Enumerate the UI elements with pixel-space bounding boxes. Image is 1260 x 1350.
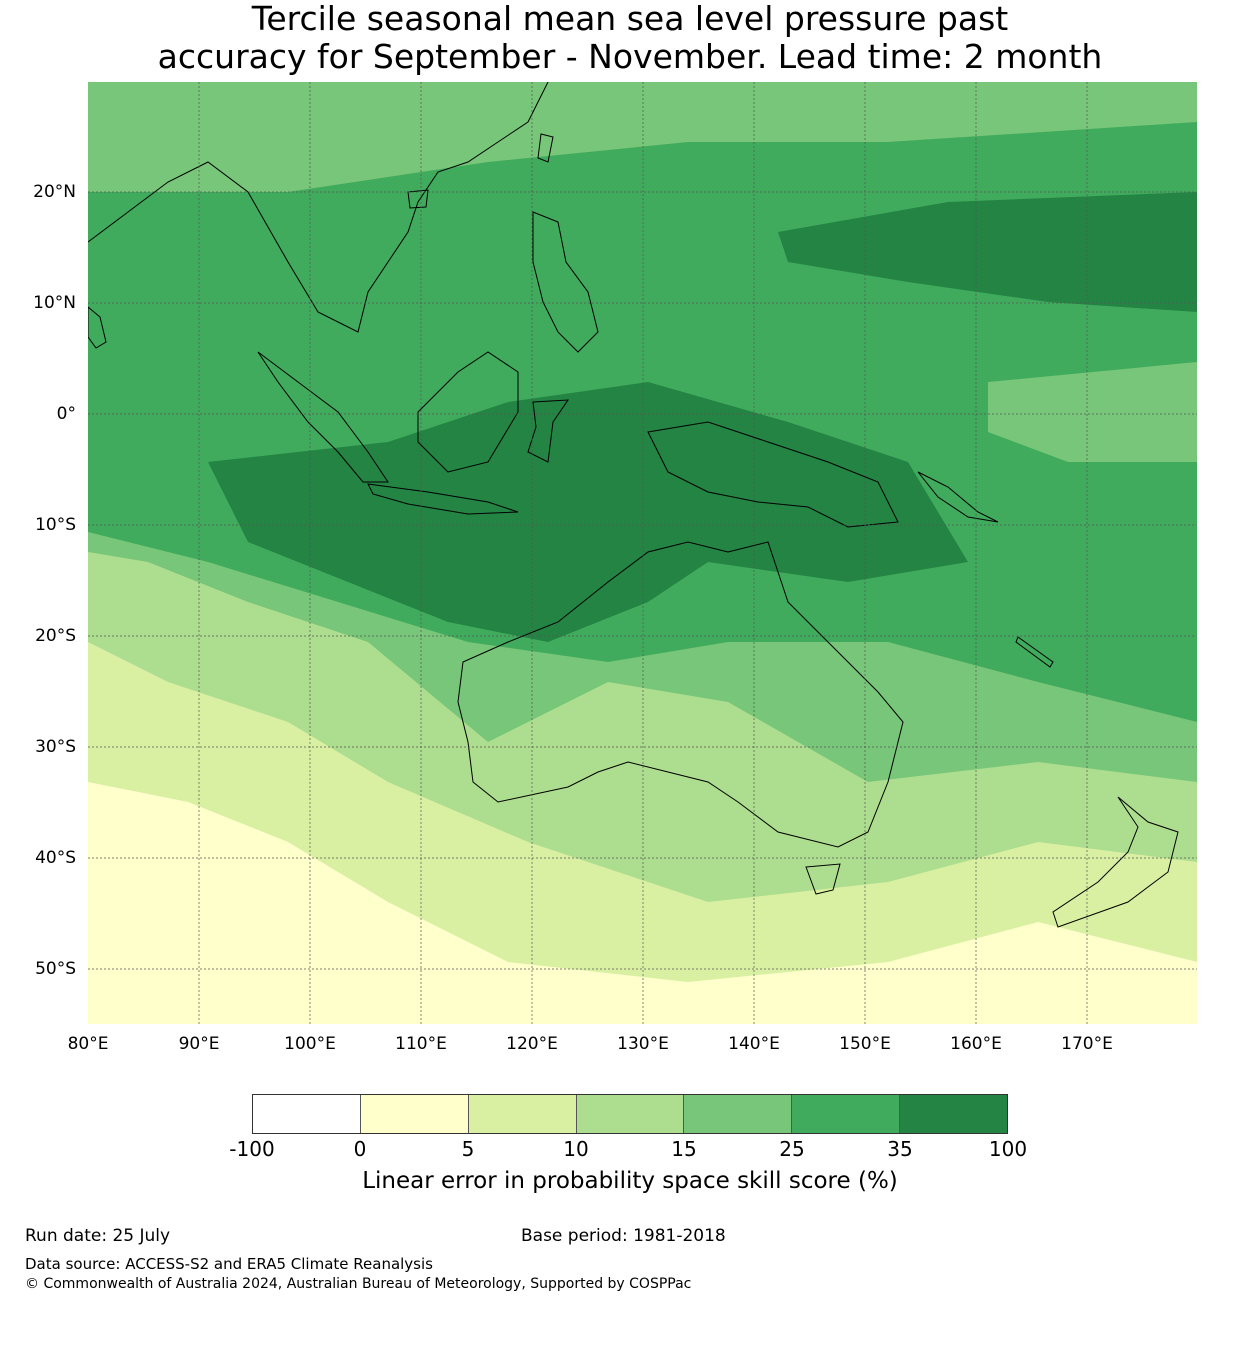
colorbar-tick-7: 100 [988, 1137, 1028, 1161]
new-zealand-coast [1052, 796, 1179, 928]
new-guinea-coast [647, 421, 899, 528]
colorbar-tick-2: 5 [461, 1137, 475, 1161]
lat-tick-20s: 20°S [35, 626, 76, 646]
colorbar-segment-1 [360, 1095, 469, 1133]
sri-lanka-coast [88, 306, 107, 349]
base-period: Base period: 1981-2018 [521, 1226, 726, 1246]
copyright: © Commonwealth of Australia 2024, Austra… [25, 1276, 692, 1292]
taiwan-coast [537, 133, 554, 163]
colorbar-segment-3 [576, 1095, 685, 1133]
lon-tick-110e: 110°E [395, 1034, 447, 1054]
lat-tick-10n: 10°N [33, 293, 76, 313]
lat-tick-20n: 20°N [33, 182, 76, 202]
lon-tick-90e: 90°E [178, 1034, 220, 1054]
colorbar-segment-6 [900, 1095, 1008, 1133]
lon-tick-130e: 130°E [617, 1034, 669, 1054]
band-35-100-south [208, 382, 968, 642]
map-panel [88, 82, 1197, 1024]
colorbar-label: Linear error in probability space skill … [362, 1168, 898, 1194]
band-35-100-north [778, 192, 1197, 312]
band-10-15-equatorial [988, 362, 1197, 462]
colorbar-segment-0 [253, 1095, 361, 1133]
colorbar-tick-0: -100 [229, 1137, 275, 1161]
lon-tick-120e: 120°E [506, 1034, 558, 1054]
australia-coast [457, 541, 904, 848]
java-coast [367, 483, 519, 515]
philippines-coast [532, 211, 599, 353]
lat-tick-10s: 10°S [35, 515, 76, 535]
lon-tick-100e: 100°E [284, 1034, 336, 1054]
lat-tick-50s: 50°S [35, 959, 76, 979]
run-date: Run date: 25 July [25, 1226, 171, 1246]
skill-map [88, 82, 1197, 1024]
sulawesi-coast [527, 399, 569, 463]
colorbar-segment-4 [684, 1095, 793, 1133]
borneo-coast [417, 351, 519, 473]
map-title: Tercile seasonal mean sea level pressure… [0, 0, 1260, 76]
lat-tick-0: 0° [56, 404, 76, 424]
lon-tick-140e: 140°E [728, 1034, 780, 1054]
colorbar-tick-4: 15 [671, 1137, 697, 1161]
lon-tick-150e: 150°E [839, 1034, 891, 1054]
sumatra-coast [257, 351, 389, 483]
data-source: Data source: ACCESS-S2 and ERA5 Climate … [25, 1255, 433, 1273]
solomon-islands-coast [917, 471, 999, 523]
lon-tick-170e: 170°E [1061, 1034, 1113, 1054]
new-caledonia-coast [1015, 636, 1054, 668]
gridlines [88, 82, 1197, 1024]
lat-tick-40s: 40°S [35, 848, 76, 868]
coastlines [88, 82, 1179, 928]
colorbar-segment-2 [468, 1095, 577, 1133]
title-line-1: Tercile seasonal mean sea level pressure… [251, 0, 1009, 38]
colorbar-tick-1: 0 [353, 1137, 367, 1161]
tasmania-coast [805, 863, 841, 895]
colorbar-tick-6: 35 [887, 1137, 913, 1161]
colorbar-tick-3: 10 [563, 1137, 589, 1161]
lat-tick-30s: 30°S [35, 737, 76, 757]
lon-tick-80e: 80°E [67, 1034, 109, 1054]
lon-tick-160e: 160°E [950, 1034, 1002, 1054]
colorbar-segment-5 [792, 1095, 901, 1133]
colorbar-tick-5: 25 [779, 1137, 805, 1161]
asia-mainland-coast [88, 82, 549, 333]
colorbar [252, 1094, 1008, 1134]
title-line-2: accuracy for September - November. Lead … [157, 37, 1103, 76]
